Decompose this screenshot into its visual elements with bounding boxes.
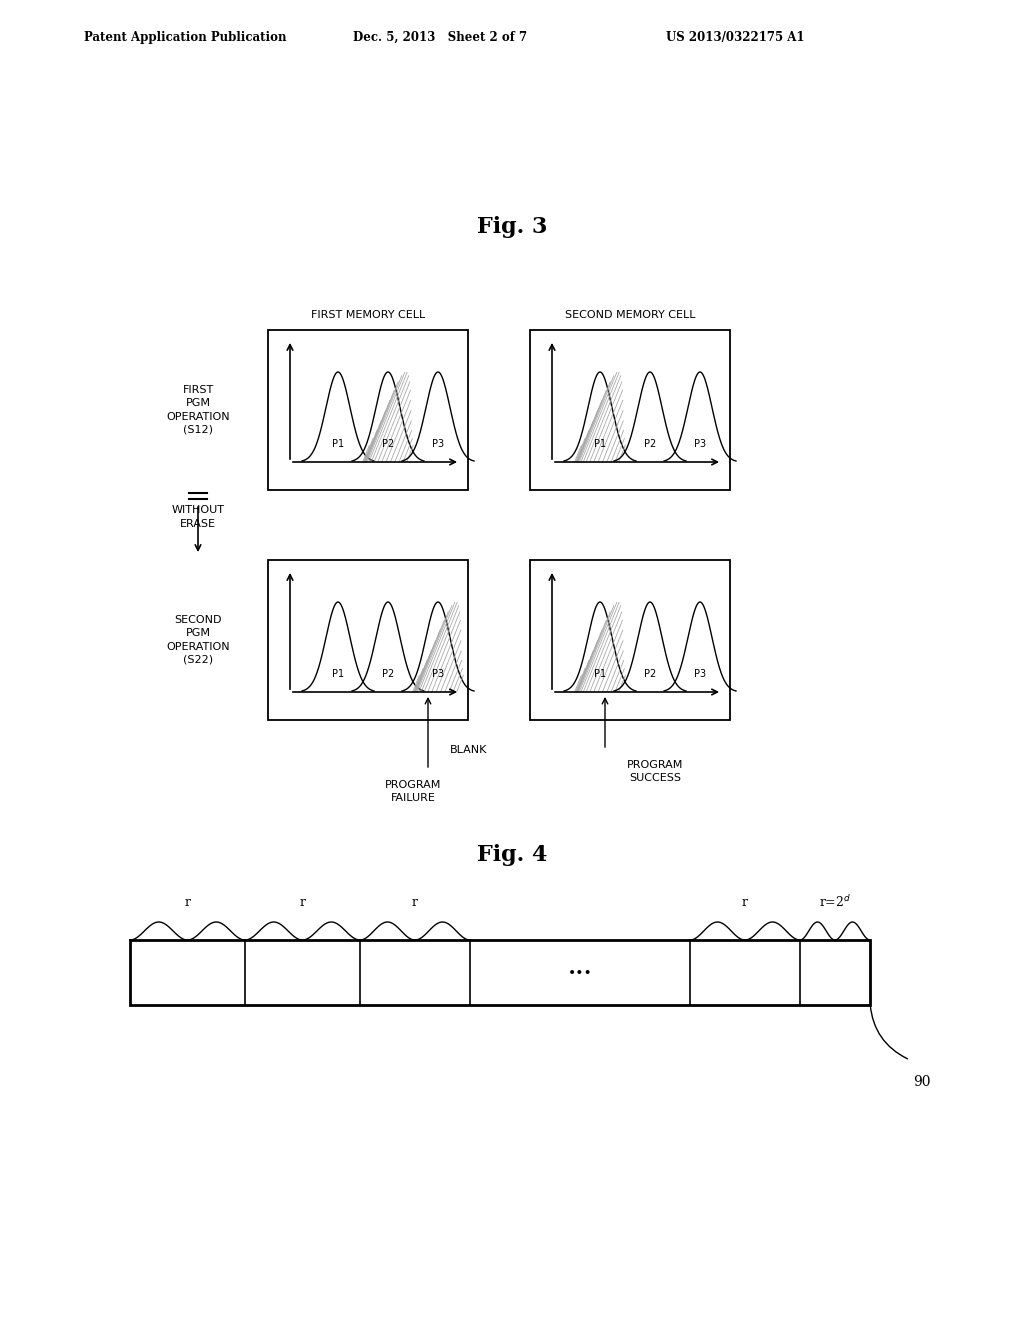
Text: P2: P2: [644, 440, 656, 449]
Text: P3: P3: [694, 440, 707, 449]
Text: Patent Application Publication: Patent Application Publication: [84, 30, 287, 44]
Bar: [530, 330, 730, 490]
Bar: [530, 560, 730, 719]
Text: Fig. 4: Fig. 4: [477, 843, 547, 866]
Text: r: r: [299, 895, 305, 908]
Bar: [268, 330, 468, 490]
Text: r: r: [184, 895, 190, 908]
Text: FIRST
PGM
OPERATION
(S12): FIRST PGM OPERATION (S12): [166, 385, 229, 434]
Text: SECOND MEMORY CELL: SECOND MEMORY CELL: [565, 310, 695, 319]
Text: US 2013/0322175 A1: US 2013/0322175 A1: [666, 30, 804, 44]
Text: 90: 90: [913, 1074, 931, 1089]
Text: FIRST MEMORY CELL: FIRST MEMORY CELL: [311, 310, 425, 319]
Text: P1: P1: [594, 440, 606, 449]
Text: •••: •••: [567, 965, 592, 979]
Text: WITHOUT
ERASE: WITHOUT ERASE: [171, 506, 224, 528]
Text: PROGRAM
SUCCESS: PROGRAM SUCCESS: [627, 760, 683, 783]
Text: r=2$^d$: r=2$^d$: [819, 894, 851, 909]
Text: Dec. 5, 2013   Sheet 2 of 7: Dec. 5, 2013 Sheet 2 of 7: [353, 30, 527, 44]
Text: P1: P1: [332, 669, 344, 678]
Bar: [268, 560, 468, 719]
Text: P2: P2: [644, 669, 656, 678]
Text: P3: P3: [432, 440, 444, 449]
Text: r: r: [412, 895, 418, 908]
Bar: [130, 940, 870, 1005]
Text: P2: P2: [382, 440, 394, 449]
Text: P2: P2: [382, 669, 394, 678]
Text: P1: P1: [332, 440, 344, 449]
Text: P3: P3: [694, 669, 707, 678]
Text: Fig. 3: Fig. 3: [477, 216, 547, 238]
Text: BLANK: BLANK: [450, 744, 487, 755]
Text: P3: P3: [432, 669, 444, 678]
Text: SECOND
PGM
OPERATION
(S22): SECOND PGM OPERATION (S22): [166, 615, 229, 665]
Text: P1: P1: [594, 669, 606, 678]
Text: PROGRAM
FAILURE: PROGRAM FAILURE: [385, 780, 441, 803]
Text: r: r: [742, 895, 748, 908]
